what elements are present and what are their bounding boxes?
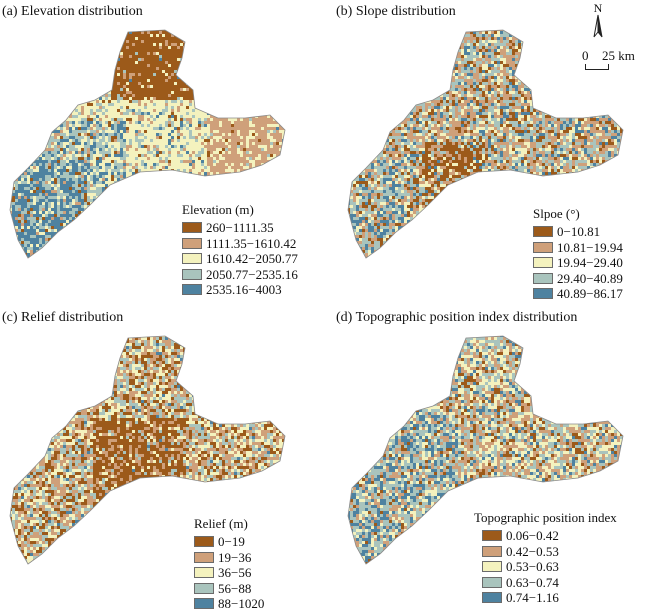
legend-swatch [533, 242, 553, 253]
legend-label: 0.74−1.16 [506, 590, 559, 605]
legend-swatch [482, 561, 502, 572]
north-arrow-icon [586, 2, 610, 40]
scale-bar-zero: 0 [582, 48, 589, 64]
legend-label: 29.40−40.89 [557, 271, 623, 286]
legend-item: 40.89−86.17 [533, 286, 623, 302]
legend-item: 0−10.81 [533, 224, 623, 240]
legend-elevation: Elevation (m) 260−1111.35 1111.35−1610.4… [182, 202, 298, 298]
legend-swatch [182, 222, 202, 233]
scale-bar-line [585, 64, 609, 70]
legend-item: 0.42−0.53 [482, 544, 617, 560]
legend-swatch [182, 253, 202, 264]
legend-swatch [194, 536, 214, 547]
legend-item: 56−88 [194, 581, 264, 597]
legend-item: 0.06−0.42 [482, 528, 617, 544]
legend-swatch [182, 269, 202, 280]
legend-swatch [182, 284, 202, 295]
legend-item: 29.40−40.89 [533, 271, 623, 287]
legend-item: 1111.35−1610.42 [182, 236, 298, 252]
legend-item: 0.74−1.16 [482, 590, 617, 606]
legend-label: 10.81−19.94 [557, 240, 623, 255]
legend-swatch [194, 567, 214, 578]
legend-label: 0.63−0.74 [506, 575, 559, 590]
legend-swatch [533, 257, 553, 268]
legend-label: 40.89−86.17 [557, 286, 623, 301]
panel-title-slope: (b) Slope distribution [336, 4, 456, 20]
legend-title-relief: Relief (m) [194, 516, 264, 531]
legend-item: 10.81−19.94 [533, 240, 623, 256]
legend-label: 2535.16−4003 [206, 282, 282, 297]
legend-label: 260−1111.35 [206, 220, 274, 235]
scale-bar-distance: 25 km [602, 48, 635, 64]
legend-title-elevation: Elevation (m) [182, 202, 298, 217]
north-arrow: N [586, 2, 610, 40]
legend-swatch [482, 546, 502, 557]
panel-title-tpi: (d) Topographic position index distribut… [336, 310, 577, 326]
legend-swatch [482, 577, 502, 588]
legend-label: 0.42−0.53 [506, 544, 559, 559]
legend-title-tpi: Topographic position index [474, 510, 617, 525]
legend-label: 1111.35−1610.42 [206, 236, 296, 251]
legend-item: 2535.16−4003 [182, 282, 298, 298]
legend-item: 19−36 [194, 550, 264, 566]
legend-label: 1610.42−2050.77 [206, 251, 298, 266]
legend-label: 0−19 [218, 534, 245, 549]
legend-swatch [533, 226, 553, 237]
legend-label: 0.06−0.42 [506, 528, 559, 543]
legend-swatch [194, 583, 214, 594]
legend-item: 1610.42−2050.77 [182, 251, 298, 267]
legend-relief: Relief (m) 0−19 19−36 36−56 56−88 88−102… [194, 516, 264, 612]
legend-label: 19−36 [218, 550, 251, 565]
legend-label: 36−56 [218, 565, 251, 580]
legend-label: 19.94−29.40 [557, 255, 623, 270]
legend-item: 0.53−0.63 [482, 559, 617, 575]
legend-item: 19.94−29.40 [533, 255, 623, 271]
legend-label: 0.53−0.63 [506, 559, 559, 574]
legend-item: 2050.77−2535.16 [182, 267, 298, 283]
scale-bar: 0 25 km [582, 48, 648, 74]
legend-swatch [194, 552, 214, 563]
legend-item: 0.63−0.74 [482, 575, 617, 591]
legend-title-slope: Slpoe (°) [533, 206, 623, 221]
legend-label: 0−10.81 [557, 224, 600, 239]
legend-item: 0−19 [194, 534, 264, 550]
legend-label: 56−88 [218, 581, 251, 596]
panel-title-relief: (c) Relief distribution [2, 310, 123, 326]
legend-swatch [482, 592, 502, 603]
legend-swatch [533, 288, 553, 299]
legend-swatch [533, 273, 553, 284]
legend-swatch [482, 530, 502, 541]
legend-tpi: Topographic position index 0.06−0.42 0.4… [474, 510, 617, 606]
legend-item: 260−1111.35 [182, 220, 298, 236]
panel-title-elevation: (a) Elevation distribution [2, 4, 143, 20]
legend-label: 2050.77−2535.16 [206, 267, 298, 282]
legend-swatch [182, 238, 202, 249]
legend-slope: Slpoe (°) 0−10.81 10.81−19.94 19.94−29.4… [533, 206, 623, 302]
legend-item: 36−56 [194, 565, 264, 581]
